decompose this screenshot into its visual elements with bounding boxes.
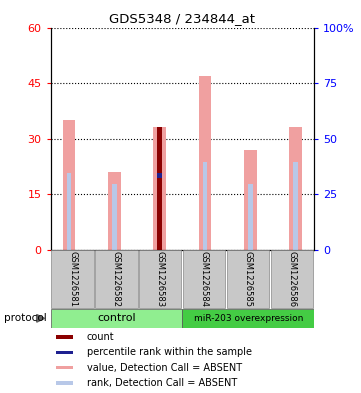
Text: GSM1226581: GSM1226581 xyxy=(68,251,77,307)
Text: GSM1226586: GSM1226586 xyxy=(288,251,297,307)
Bar xyxy=(203,164,207,250)
Text: GSM1226584: GSM1226584 xyxy=(200,251,209,307)
Bar xyxy=(56,351,73,354)
Bar xyxy=(51,250,93,308)
Bar xyxy=(66,173,71,178)
Bar xyxy=(248,184,253,189)
Bar xyxy=(62,120,75,250)
Bar xyxy=(51,309,182,328)
Bar xyxy=(183,250,225,308)
Bar xyxy=(244,150,257,250)
Text: GSM1226582: GSM1226582 xyxy=(112,251,121,307)
Text: miR-203 overexpression: miR-203 overexpression xyxy=(193,314,303,323)
Bar xyxy=(199,75,211,250)
Text: control: control xyxy=(97,313,136,323)
Text: value, Detection Call = ABSENT: value, Detection Call = ABSENT xyxy=(87,362,242,373)
Bar xyxy=(293,164,298,250)
Text: percentile rank within the sample: percentile rank within the sample xyxy=(87,347,252,357)
Text: GSM1226585: GSM1226585 xyxy=(244,251,253,307)
Bar xyxy=(139,250,182,308)
Bar xyxy=(66,176,71,250)
Bar xyxy=(290,127,302,250)
Text: count: count xyxy=(87,332,114,342)
Bar xyxy=(227,250,269,308)
Bar xyxy=(248,187,253,250)
Bar xyxy=(157,127,162,250)
Text: GSM1226583: GSM1226583 xyxy=(156,251,165,307)
Bar xyxy=(56,335,73,339)
Bar xyxy=(182,309,314,328)
Title: GDS5348 / 234844_at: GDS5348 / 234844_at xyxy=(109,12,255,25)
Bar xyxy=(108,172,121,250)
Bar xyxy=(271,250,313,308)
Text: rank, Detection Call = ABSENT: rank, Detection Call = ABSENT xyxy=(87,378,237,388)
Bar xyxy=(293,162,298,167)
Bar xyxy=(56,381,73,385)
Bar xyxy=(56,366,73,369)
Bar xyxy=(112,187,117,250)
Bar xyxy=(112,184,117,189)
Bar xyxy=(153,127,166,250)
Text: protocol: protocol xyxy=(4,313,46,323)
Bar xyxy=(157,176,162,250)
Bar xyxy=(157,173,162,178)
Bar xyxy=(203,162,207,167)
Bar xyxy=(95,250,138,308)
